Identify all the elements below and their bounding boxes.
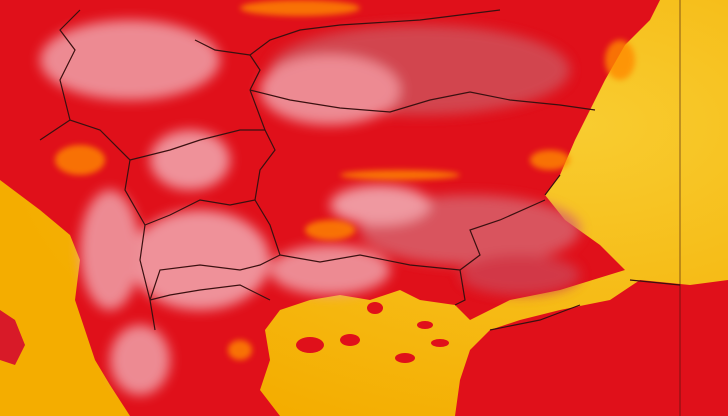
country-borders — [39, 0, 681, 416]
islands — [296, 302, 562, 363]
cool-regions — [40, 20, 580, 395]
hot-spots — [55, 0, 635, 360]
land-italy — [0, 310, 25, 365]
land-anatolia — [455, 280, 728, 416]
